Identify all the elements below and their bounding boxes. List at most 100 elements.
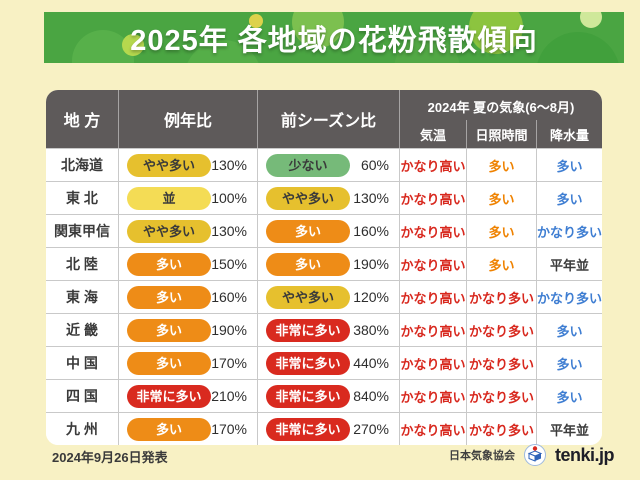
page-title: 2025年 各地域の花粉飛散傾向 bbox=[130, 24, 538, 57]
weather-value: 平年並 bbox=[549, 422, 589, 438]
sunshine-cell: かなり多い bbox=[466, 346, 536, 379]
brand-group: 日本気象協会 tenki.jp bbox=[449, 444, 615, 466]
level-badge: 少ない bbox=[266, 153, 350, 177]
vs-prev-season-cell: 多い 160% bbox=[257, 214, 399, 247]
region-cell: 北 陸 bbox=[46, 247, 118, 280]
precipitation-cell: 平年並 bbox=[536, 412, 602, 445]
precipitation-cell: 多い bbox=[536, 379, 602, 412]
percent-value: 170% bbox=[211, 355, 247, 371]
percent-value: 840% bbox=[353, 388, 389, 404]
percent-value: 100% bbox=[211, 190, 247, 206]
header-region: 地 方 bbox=[46, 90, 118, 148]
table-row: 四 国 非常に多い 210% 非常に多い 840% かなり高い かなり多い 多い bbox=[46, 379, 602, 412]
level-badge: 非常に多い bbox=[127, 384, 211, 408]
weather-value: 平年並 bbox=[549, 257, 589, 273]
temperature-cell: かなり高い bbox=[399, 280, 466, 313]
level-badge: やや多い bbox=[127, 219, 211, 243]
precipitation-cell: かなり多い bbox=[536, 214, 602, 247]
vs-average-cell: 並 100% bbox=[118, 181, 257, 214]
vs-average-cell: 多い 150% bbox=[118, 247, 257, 280]
temperature-cell: かなり高い bbox=[399, 412, 466, 445]
precipitation-cell: 多い bbox=[536, 313, 602, 346]
weather-value: かなり高い bbox=[400, 257, 466, 273]
decor-circle bbox=[184, 40, 262, 63]
weather-value: かなり高い bbox=[400, 389, 466, 405]
percent-value: 270% bbox=[353, 421, 389, 437]
weather-value: 多い bbox=[556, 323, 583, 339]
weather-value: かなり多い bbox=[468, 323, 534, 339]
level-badge: 多い bbox=[127, 318, 211, 342]
weather-value: かなり多い bbox=[537, 224, 602, 240]
level-badge: 多い bbox=[127, 252, 211, 276]
level-badge: やや多い bbox=[266, 186, 350, 210]
temperature-cell: かなり高い bbox=[399, 313, 466, 346]
precipitation-cell: 多い bbox=[536, 346, 602, 379]
weather-value: かなり高い bbox=[400, 323, 466, 339]
percent-value: 60% bbox=[360, 157, 389, 173]
level-badge: やや多い bbox=[266, 285, 350, 309]
vs-prev-season-cell: 少ない 60% bbox=[257, 148, 399, 181]
level-badge: 多い bbox=[127, 351, 211, 375]
tenki-logo-icon bbox=[523, 444, 546, 466]
vs-average-cell: 多い 160% bbox=[118, 280, 257, 313]
level-badge: 非常に多い bbox=[266, 318, 350, 342]
decor-circle bbox=[469, 12, 523, 54]
percent-value: 190% bbox=[211, 322, 247, 338]
level-badge: 多い bbox=[266, 252, 350, 276]
table-row: 中 国 多い 170% 非常に多い 440% かなり高い かなり多い 多い bbox=[46, 346, 602, 379]
percent-value: 150% bbox=[211, 256, 247, 272]
level-badge: 非常に多い bbox=[266, 417, 350, 441]
decor-circle bbox=[249, 14, 263, 28]
title-banner: 2025年 各地域の花粉飛散傾向 bbox=[44, 12, 624, 63]
vs-prev-season-cell: 非常に多い 440% bbox=[257, 346, 399, 379]
table-subheader-row: 気温 日照時間 降水量 bbox=[46, 120, 602, 148]
region-cell: 東 北 bbox=[46, 181, 118, 214]
weather-value: かなり多い bbox=[537, 290, 602, 306]
weather-value: かなり高い bbox=[400, 356, 466, 372]
vs-prev-season-cell: 非常に多い 270% bbox=[257, 412, 399, 445]
brand-name: tenki.jp bbox=[554, 444, 615, 465]
weather-value: 多い bbox=[488, 257, 515, 273]
percent-value: 160% bbox=[353, 223, 389, 239]
weather-value: 多い bbox=[556, 158, 583, 174]
vs-prev-season-cell: 多い 190% bbox=[257, 247, 399, 280]
weather-value: 多い bbox=[556, 191, 583, 207]
percent-value: 130% bbox=[211, 157, 247, 173]
temperature-cell: かなり高い bbox=[399, 181, 466, 214]
region-cell: 北海道 bbox=[46, 148, 118, 181]
weather-value: かなり多い bbox=[468, 356, 534, 372]
precipitation-cell: 平年並 bbox=[536, 247, 602, 280]
sunshine-cell: 多い bbox=[466, 247, 536, 280]
weather-value: かなり多い bbox=[468, 422, 534, 438]
precipitation-cell: 多い bbox=[536, 181, 602, 214]
weather-value: かなり高い bbox=[400, 191, 466, 207]
vs-prev-season-cell: やや多い 120% bbox=[257, 280, 399, 313]
table-row: 東 海 多い 160% やや多い 120% かなり高い かなり多い かなり多い bbox=[46, 280, 602, 313]
percent-value: 130% bbox=[353, 190, 389, 206]
weather-value: かなり高い bbox=[400, 224, 466, 240]
temperature-cell: かなり高い bbox=[399, 148, 466, 181]
weather-value: 多い bbox=[488, 224, 515, 240]
weather-value: かなり高い bbox=[400, 158, 466, 174]
percent-value: 170% bbox=[211, 421, 247, 437]
weather-value: 多い bbox=[556, 356, 583, 372]
temperature-cell: かなり高い bbox=[399, 346, 466, 379]
decor-circle bbox=[122, 34, 144, 56]
vs-average-cell: 多い 170% bbox=[118, 412, 257, 445]
header-weather-group: 2024年 夏の気象(6〜8月) bbox=[399, 90, 602, 120]
table-row: 北海道 やや多い 130% 少ない 60% かなり高い 多い 多い bbox=[46, 148, 602, 181]
weather-value: かなり高い bbox=[400, 422, 466, 438]
sunshine-cell: かなり多い bbox=[466, 379, 536, 412]
header-temperature: 気温 bbox=[399, 120, 466, 148]
level-badge: やや多い bbox=[127, 153, 211, 177]
precipitation-cell: かなり多い bbox=[536, 280, 602, 313]
level-badge: 並 bbox=[127, 186, 211, 210]
sunshine-cell: 多い bbox=[466, 148, 536, 181]
table-row: 東 北 並 100% やや多い 130% かなり高い 多い 多い bbox=[46, 181, 602, 214]
sunshine-cell: かなり多い bbox=[466, 313, 536, 346]
decor-circle bbox=[580, 12, 602, 28]
percent-value: 210% bbox=[211, 388, 247, 404]
vs-prev-season-cell: やや多い 130% bbox=[257, 181, 399, 214]
announcement-date: 2024年9月26日発表 bbox=[52, 450, 168, 465]
vs-prev-season-cell: 非常に多い 380% bbox=[257, 313, 399, 346]
